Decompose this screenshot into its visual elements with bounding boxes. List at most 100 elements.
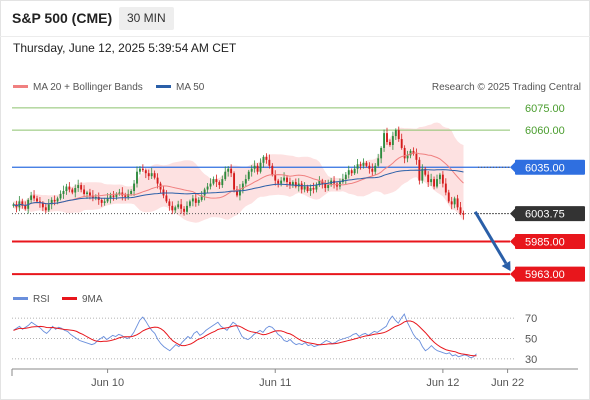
candle-body [100, 199, 103, 203]
candle [183, 206, 186, 216]
candle [144, 168, 147, 179]
candle-body [236, 189, 238, 196]
candle-body [215, 179, 218, 183]
candle-body [456, 198, 459, 208]
candle-body [365, 162, 368, 166]
candle-body [188, 201, 191, 206]
candle [165, 190, 168, 204]
level-tag [515, 206, 585, 222]
candle-body [318, 180, 321, 186]
candle [68, 182, 71, 193]
candle-body [233, 173, 236, 190]
candle [388, 139, 391, 147]
candle [283, 172, 286, 183]
candle-body [462, 213, 465, 215]
candle-body [191, 198, 194, 202]
candle [241, 180, 244, 194]
candle-body [300, 183, 303, 190]
candle-body [224, 171, 227, 180]
rsi-tick-label: 50 [525, 334, 537, 346]
candle-body [227, 168, 230, 172]
candle-body [197, 199, 200, 203]
candle [256, 163, 259, 175]
candle-body [374, 165, 377, 172]
ma50-line [13, 169, 464, 207]
candle [71, 187, 74, 195]
candle-body [244, 179, 247, 184]
candle-body [371, 168, 374, 172]
candle-body [288, 182, 291, 186]
instrument-title: S&P 500 (CME) [12, 10, 113, 26]
candle-body [50, 199, 53, 205]
candle-body [391, 136, 394, 145]
candle [430, 173, 433, 186]
candle [188, 199, 191, 208]
level-tag [515, 266, 585, 282]
candle-body [177, 204, 180, 208]
level-label: 6075.00 [525, 103, 565, 115]
level-label: 6003.75 [525, 209, 565, 221]
candle-body [171, 205, 174, 211]
candle-body [356, 164, 359, 169]
candle [380, 146, 383, 164]
candle [30, 191, 33, 204]
candle [250, 165, 253, 177]
candle-body [77, 185, 80, 189]
candle-body [406, 155, 409, 159]
level-tag-pointer [510, 208, 515, 219]
candle [415, 148, 418, 165]
candle-body [30, 195, 33, 200]
rsi-tick-label: 30 [525, 354, 537, 366]
candle-body [230, 168, 233, 174]
rsi-line [13, 313, 477, 359]
candle-body [221, 179, 224, 186]
candle [147, 169, 150, 181]
candle [456, 194, 459, 211]
ma20-line [13, 152, 464, 207]
rsi-panel: 70 50 30 [12, 313, 537, 366]
candle [450, 196, 453, 210]
candle [288, 177, 291, 189]
candle-body [138, 168, 141, 172]
x-tick-label: Jun 10 [91, 377, 124, 389]
candle [377, 153, 380, 168]
candle-body [430, 179, 433, 183]
candle-body [344, 174, 347, 180]
candle-body [400, 139, 403, 148]
candle-body [174, 207, 177, 211]
candle-body [62, 191, 65, 194]
candle [444, 178, 447, 196]
candle-body [106, 198, 109, 202]
candle-body [312, 188, 315, 190]
candlesticks [12, 126, 465, 220]
legend-swatch-ma50 [156, 85, 171, 88]
candle-body [315, 185, 318, 190]
candle-body [103, 201, 106, 203]
candle-body [265, 156, 268, 160]
candle [309, 184, 312, 196]
candle-body [44, 207, 47, 211]
timeframe-badge[interactable]: 30 MIN [119, 7, 174, 30]
legend-swatch-9ma [62, 297, 77, 300]
candle-body [441, 174, 444, 184]
candle [365, 161, 368, 168]
candle-body [283, 177, 286, 181]
candle-body [397, 130, 400, 140]
candle [59, 190, 62, 201]
candle [83, 185, 86, 196]
candle-body [412, 150, 415, 154]
candle [244, 174, 247, 187]
candle [453, 196, 456, 209]
candle-body [250, 168, 253, 172]
candle-body [368, 165, 371, 169]
candle-body [21, 201, 24, 206]
candle-body [86, 192, 88, 194]
candle-body [180, 204, 183, 209]
price-levels [12, 107, 512, 276]
legend-label-9ma: 9MA [82, 294, 103, 305]
candle-body [309, 188, 312, 191]
candle [224, 166, 227, 181]
candle [438, 172, 441, 185]
candle-body [147, 173, 150, 177]
level-label: 6060.00 [525, 125, 565, 137]
